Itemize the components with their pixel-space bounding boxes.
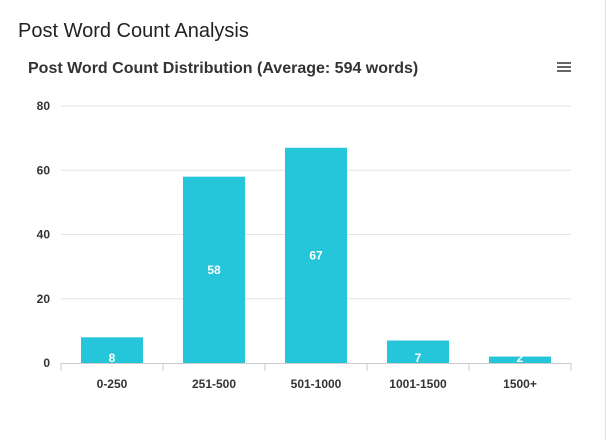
bar[interactable]: [183, 176, 245, 363]
panel-title: Post Word Count Analysis: [18, 20, 249, 42]
y-tick-label: 80: [37, 99, 51, 113]
data-label: 8: [109, 351, 116, 365]
y-tick-label: 20: [37, 292, 51, 306]
x-tick-label: 0-250: [97, 377, 128, 391]
data-label: 7: [415, 351, 422, 365]
y-tick-label: 40: [37, 228, 51, 242]
x-tick-label: 251-500: [192, 377, 236, 391]
x-tick-label: 1001-1500: [389, 377, 447, 391]
data-label: 67: [309, 248, 323, 262]
bar[interactable]: [387, 340, 449, 363]
data-label: 58: [207, 263, 221, 277]
bar[interactable]: [489, 356, 551, 363]
data-label: 2: [517, 351, 524, 365]
chart-menu-button[interactable]: [555, 60, 573, 74]
bar[interactable]: [285, 147, 347, 363]
y-tick-label: 0: [43, 356, 50, 370]
x-tick-label: 1500+: [503, 377, 537, 391]
chart-title: Post Word Count Distribution (Average: 5…: [28, 60, 419, 77]
bar[interactable]: [81, 337, 143, 363]
hamburger-menu-icon: [557, 62, 571, 64]
y-tick-label: 60: [37, 163, 51, 177]
x-tick-label: 501-1000: [291, 377, 342, 391]
